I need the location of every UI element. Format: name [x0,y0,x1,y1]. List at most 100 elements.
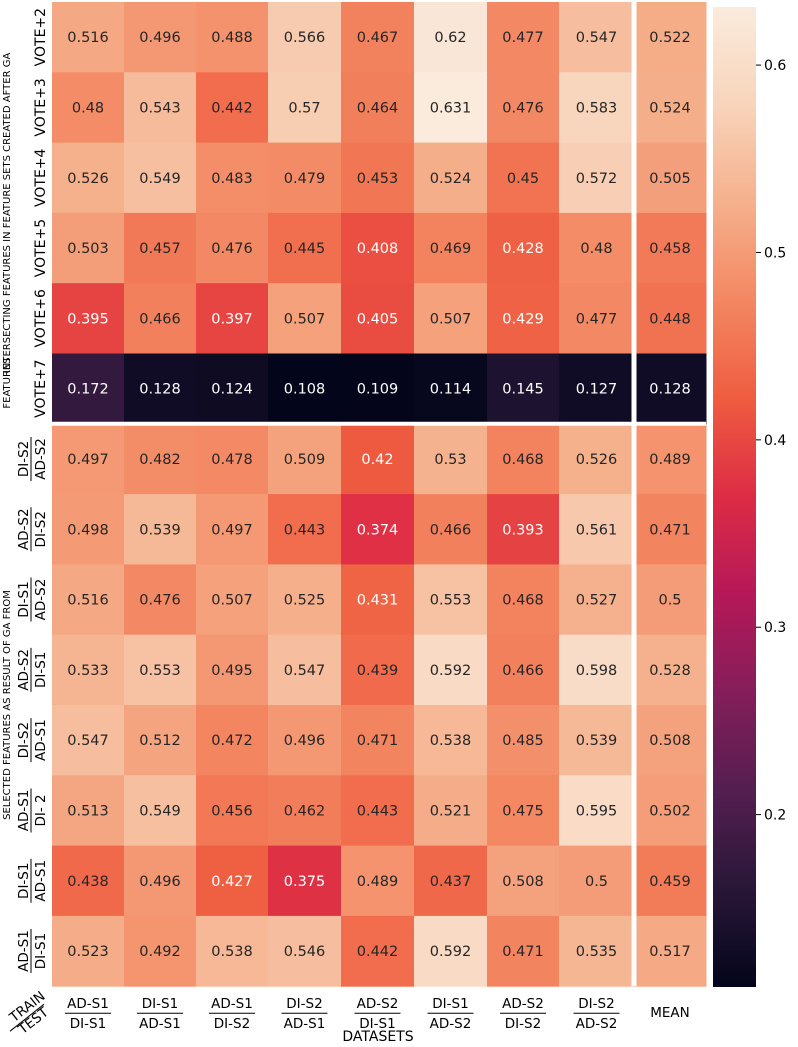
cell-value-label: 0.507 [430,311,472,327]
heatmap-cell [268,564,342,636]
cell-value-label: 0.547 [576,30,618,46]
cell-value-label: 0.445 [284,241,326,257]
cell-value-label: 0.497 [211,522,253,538]
cell-value-label: 0.438 [67,874,109,890]
column-tick-label-bottom: DI-S1 [359,1016,395,1032]
cell-value-label: 0.521 [430,803,472,819]
corner-fraction-bar [9,1003,45,1032]
heatmap-cell [268,634,342,706]
column-tick-label-top: DI-S1 [432,996,468,1012]
heatmap-cell [634,142,707,214]
heatmap-cell [487,915,560,987]
colorbar-tick-label: 0.3 [764,620,786,636]
heatmap-cell [52,353,125,425]
cell-value-label: 0.439 [357,663,399,679]
column-tick-label-bottom: DI-S2 [214,1016,250,1032]
heatmap-cell [559,353,635,425]
cell-value-label: 0.459 [649,874,691,890]
heatmap-cell [196,915,269,987]
cell-value-label: 0.526 [576,452,618,468]
cell-value-label: 0.522 [649,30,691,46]
cell-value-label: 0.508 [502,874,544,890]
cell-value-label: 0.374 [357,522,399,538]
heatmap-cell [634,212,707,284]
row-tick-label: VOTE+2 [33,8,49,66]
heatmap-cell [196,423,269,495]
cell-value-label: 0.538 [211,944,253,960]
cell-value-label: 0.561 [576,522,618,538]
cell-value-label: 0.517 [649,944,691,960]
group-label-selected: SELECTED FEATURES AS RESULT OF GA FROM [2,590,13,820]
cell-value-label: 0.475 [502,803,544,819]
column-tick-label-top: AD-S2 [357,996,399,1012]
heatmap-cell [634,2,707,73]
column-tick-label-top: AD-S1 [211,996,253,1012]
heatmap-cell [341,2,415,73]
cell-value-label: 0.466 [430,522,472,538]
heatmap-cell [559,564,635,636]
heatmap-cell [414,142,488,214]
cell-value-label: 0.507 [284,311,326,327]
column-tick-label-top: DI-S1 [142,996,178,1012]
heatmap-cell [196,142,269,214]
heatmap-cell [559,283,635,354]
cell-value-label: 0.458 [649,241,691,257]
row-tick-label: VOTE+3 [33,78,49,136]
heatmap-cell [487,72,560,144]
heatmap-cell [487,212,560,284]
heatmap-cell [341,283,415,354]
cell-value-label: 0.592 [430,663,472,679]
cell-value-label: 0.489 [357,874,399,890]
cell-value-label: 0.479 [284,171,326,187]
cell-value-label: 0.468 [502,452,544,468]
heatmap-cell [52,705,125,776]
cell-value-label: 0.457 [139,241,181,257]
cell-value-label: 0.539 [139,522,181,538]
heatmap-cell [341,705,415,776]
colorbar-tick-label: 0.2 [764,808,786,824]
cell-value-label: 0.547 [284,663,326,679]
heatmap-cell [196,564,269,636]
heatmap-cell [414,353,488,425]
heatmap-cell [634,494,707,565]
heatmap-cell [487,845,560,917]
heatmap-cell [487,634,560,706]
heatmap-cell [268,494,342,565]
heatmap-cell [52,423,125,495]
heatmap-cell [634,423,707,495]
cell-value-label: 0.128 [649,382,691,398]
heatmap-cell [414,423,488,495]
heatmap-cell [196,72,269,144]
cell-value-label: 0.128 [139,382,181,398]
heatmap-cell [559,775,635,847]
cell-value-label: 0.395 [67,311,109,327]
cell-value-label: 0.471 [357,733,399,749]
cell-value-label: 0.512 [139,733,181,749]
heatmap-cell [487,564,560,636]
heatmap-cell [124,423,197,495]
column-tick-label-bottom: AD-S2 [576,1016,618,1032]
heatmap-cell [487,775,560,847]
heatmap-cell [414,705,488,776]
cell-value-label: 0.427 [211,874,253,890]
row-tick-label-top: DI-S2 [16,722,32,758]
heatmap-cell [341,564,415,636]
cell-value-label: 0.397 [211,311,253,327]
heatmap-cell [52,72,125,144]
row-tick-label-top: AD-S1 [16,790,32,832]
cell-value-label: 0.489 [649,452,691,468]
cell-value-label: 0.553 [139,663,181,679]
heatmap-cell [52,845,125,917]
row-tick-label-bottom: DI- 2 [33,794,49,826]
heatmap-cell [52,283,125,354]
cell-value-label: 0.42 [361,452,393,468]
heatmap-cell [196,2,269,73]
cell-value-label: 0.443 [357,803,399,819]
heatmap-cell [124,564,197,636]
heatmap-cell [268,705,342,776]
heatmap-cell [414,845,488,917]
cell-value-label: 0.592 [430,944,472,960]
column-tick-label-top: AD-S2 [502,996,544,1012]
heatmap-cell [341,72,415,144]
colorbar [713,7,756,987]
